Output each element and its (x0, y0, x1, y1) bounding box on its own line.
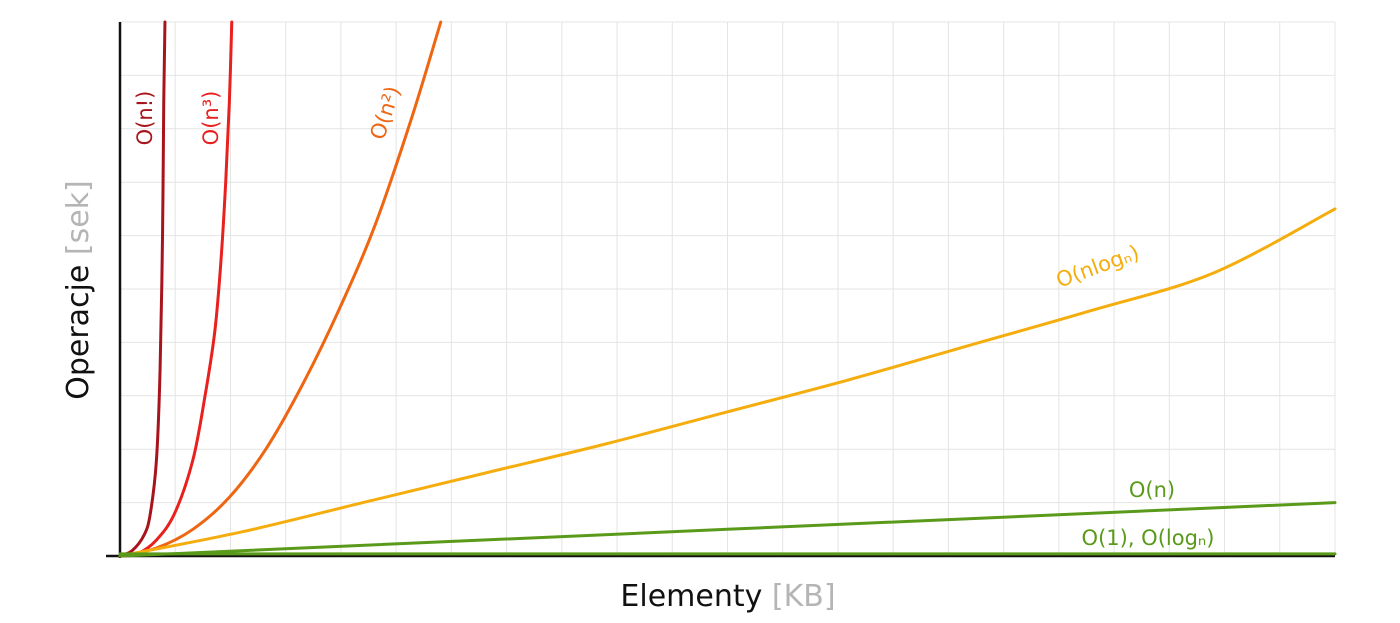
y-axis-title: Operacje [sek] (61, 180, 96, 400)
x-axis-label: Elementy (620, 579, 762, 614)
series-line-o-n (118, 501, 1337, 558)
series-label-o-n: O(n³) (199, 91, 223, 146)
y-axis-unit: [sek] (61, 180, 96, 255)
x-axis-title: Elementy [KB] (620, 579, 835, 614)
series-line-o-n (118, 20, 167, 558)
series-label-o-1-o-log: O(1), O(logₙ) (1082, 526, 1215, 550)
curve-labels: O(n!) O(n³) O(n²) O(nlogₙ) O(n) O(1), O(logₙ) (133, 83, 1214, 550)
grid (120, 21, 1336, 556)
series-label-o-n: O(n) (1129, 478, 1175, 502)
series-line-o-n (118, 20, 234, 558)
series-line-o-nlog (118, 207, 1337, 558)
curves (118, 20, 1337, 558)
series-label-o-n: O(n²) (365, 83, 405, 142)
series-label-o-n: O(n!) (133, 91, 157, 146)
y-axis-label: Operacje (61, 265, 96, 400)
x-axis-unit: [KB] (772, 579, 836, 614)
series-line-o-n (118, 20, 443, 558)
series-label-o-nlog: O(nlogₙ) (1053, 240, 1143, 292)
axes (106, 22, 1335, 558)
